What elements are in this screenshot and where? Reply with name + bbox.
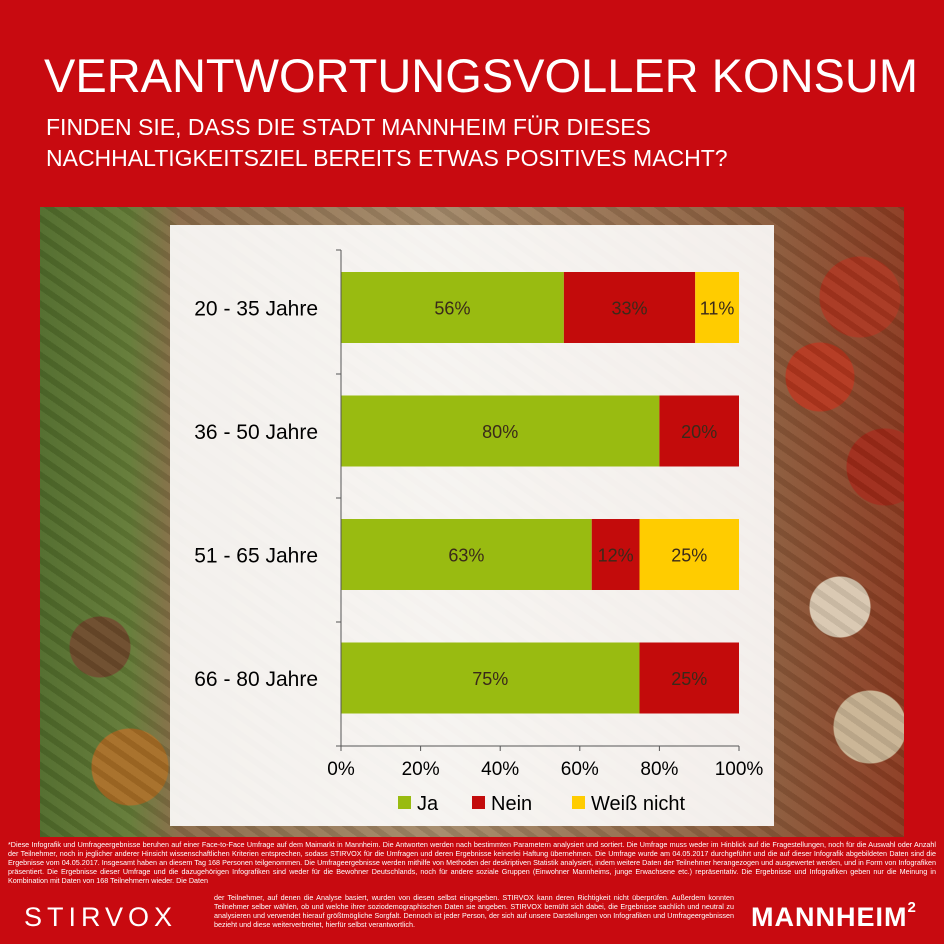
x-tick-label: 0% — [327, 759, 355, 780]
mannheim-logo: MANNHEIM2 — [751, 899, 917, 933]
bar-segment-ja — [341, 642, 640, 714]
mannheim-logo-text: MANNHEIM — [751, 902, 908, 932]
category-label: 51 - 65 Jahre — [194, 545, 318, 568]
category-label: 66 - 80 Jahre — [194, 668, 318, 691]
data-label: 20% — [681, 422, 717, 442]
bar-segment-nein — [659, 395, 739, 467]
legend-swatch — [398, 796, 411, 809]
legend-label: Nein — [491, 793, 532, 815]
bar-segment-nein — [563, 272, 696, 343]
bar-segment-nein — [639, 642, 739, 714]
question-subtitle: FINDEN SIE, DASS DIE STADT MANNHEIM FÜR … — [46, 114, 728, 171]
disclaimer-footnote: *Diese Infografik und Umfrageergebnisse … — [8, 840, 936, 885]
data-label: 25% — [671, 546, 707, 566]
legend-swatch — [472, 796, 485, 809]
bar-segment-wei-nicht — [695, 272, 739, 343]
data-label: 63% — [448, 546, 484, 566]
bar-segment-ja — [341, 272, 564, 343]
data-label: 11% — [700, 299, 735, 319]
data-label: 33% — [612, 299, 648, 319]
x-tick-label: 80% — [640, 759, 678, 780]
legend-swatch — [572, 796, 585, 809]
bar-segment-ja — [341, 519, 592, 590]
disclaimer-footnote-continued: der Teilnehmer, auf denen die Analyse ba… — [214, 893, 734, 929]
legend-label: Ja — [417, 793, 439, 815]
page-title: VERANTWORTUNGSVOLLER KONSUM — [44, 49, 918, 102]
mannheim-logo-sup: 2 — [907, 899, 917, 916]
stirvox-logo: STIRVOX — [24, 902, 178, 932]
x-tick-label: 20% — [402, 759, 440, 780]
data-label: 25% — [671, 669, 707, 689]
data-label: 56% — [434, 299, 470, 319]
data-label: 80% — [482, 422, 518, 442]
data-label: 12% — [598, 546, 634, 566]
category-label: 36 - 50 Jahre — [194, 421, 318, 444]
category-label: 20 - 35 Jahre — [194, 298, 318, 321]
x-tick-label: 100% — [715, 759, 764, 780]
legend-label: Weiß nicht — [591, 793, 686, 815]
bar-segment-ja — [341, 395, 660, 467]
bar-segment-wei-nicht — [639, 519, 739, 590]
x-tick-label: 60% — [561, 759, 599, 780]
data-label: 75% — [472, 669, 508, 689]
bar-segment-nein — [591, 519, 640, 590]
x-tick-label: 40% — [481, 759, 519, 780]
